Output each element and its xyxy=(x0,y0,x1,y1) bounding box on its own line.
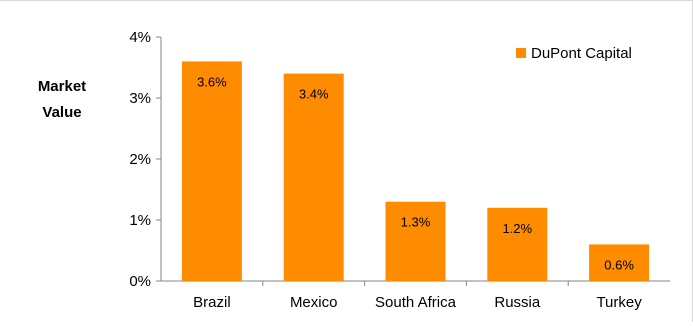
bars xyxy=(181,61,650,282)
legend-swatch xyxy=(516,48,526,58)
y-axis-label-line-1: Market xyxy=(38,78,86,95)
y-axis-label-line-2: Value xyxy=(42,104,81,121)
bar-south-africa xyxy=(385,201,446,281)
x-tick-label: Brazil xyxy=(193,294,231,311)
x-tick-label: Russia xyxy=(494,294,541,311)
y-tick-label: 2% xyxy=(129,151,151,168)
data-label: 1.3% xyxy=(401,215,431,230)
data-label: 0.6% xyxy=(604,257,634,272)
data-label: 3.6% xyxy=(197,74,227,89)
axes: 0% 1% 2% 3% 4% xyxy=(129,29,670,290)
legend: DuPont Capital xyxy=(516,45,632,62)
y-tick-label: 3% xyxy=(129,90,151,107)
labels: 3.6% Brazil 3.4% Mexico 1.3% South Africa 1.2%… xyxy=(193,74,642,311)
bar-turkey xyxy=(589,244,650,281)
bar-mexico xyxy=(283,73,344,281)
bar-brazil xyxy=(181,61,242,282)
data-label: 3.4% xyxy=(299,87,329,102)
bar-russia xyxy=(487,207,548,281)
legend-label: DuPont Capital xyxy=(531,45,632,62)
y-tick-label: 4% xyxy=(129,29,151,46)
x-tick-label: South Africa xyxy=(375,294,457,311)
y-tick-label: 0% xyxy=(129,273,151,290)
data-label: 1.2% xyxy=(502,221,532,236)
x-tick-label: Turkey xyxy=(596,294,642,311)
x-tick-label: Mexico xyxy=(290,294,338,311)
y-tick-label: 1% xyxy=(129,212,151,229)
